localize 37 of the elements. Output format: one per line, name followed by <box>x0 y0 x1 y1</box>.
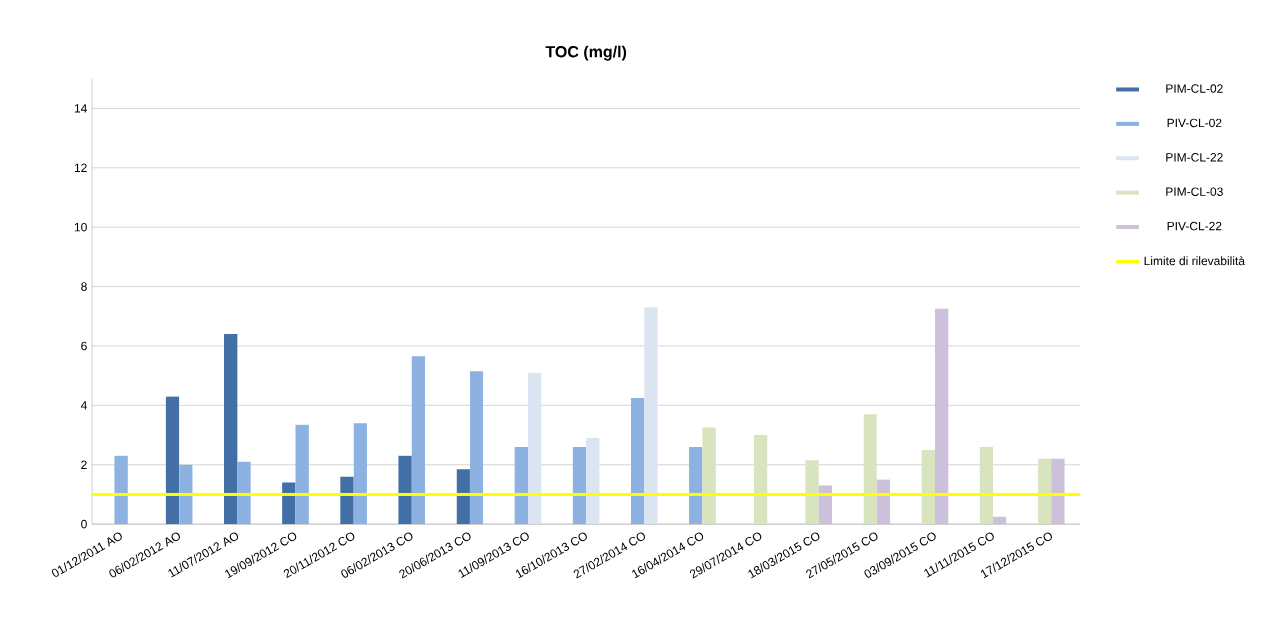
bar <box>340 476 354 524</box>
bar <box>411 356 426 524</box>
bar <box>237 461 251 524</box>
y-tick-label: 6 <box>81 341 87 350</box>
legend-label: Limite di rilevabilità <box>1144 255 1245 265</box>
legend-label: PIV-CL-22 <box>1167 221 1222 231</box>
y-tick-label: 0 <box>81 519 87 529</box>
bar <box>644 307 658 524</box>
y-tick-label: 4 <box>80 400 87 410</box>
legend-label: PIV-CL-02 <box>1167 118 1222 127</box>
bar <box>805 460 819 524</box>
legend-label: PIM-CL-02 <box>1166 84 1223 93</box>
y-tick-label: 14 <box>74 104 87 113</box>
bar <box>398 455 412 524</box>
bar <box>469 370 484 524</box>
bar <box>934 308 949 524</box>
bar <box>528 372 542 524</box>
bar <box>353 422 367 524</box>
y-tick-label: 2 <box>81 460 87 469</box>
bar <box>586 437 600 524</box>
bar <box>1037 458 1052 524</box>
bar <box>993 516 1007 524</box>
bar <box>1051 458 1065 524</box>
bar <box>179 464 193 524</box>
chart-title: TOC (mg/l) <box>545 45 627 61</box>
bar <box>165 396 180 524</box>
legend-label: PIM-CL-03 <box>1166 187 1223 196</box>
bar <box>224 333 238 524</box>
y-tick-label: 8 <box>81 282 87 291</box>
bar <box>876 479 891 524</box>
y-tick-label: 12 <box>74 163 87 172</box>
legend-label: PIM-CL-22 <box>1166 152 1223 162</box>
bar <box>979 446 994 524</box>
bar <box>295 424 309 524</box>
bar <box>456 468 470 524</box>
y-tick-label: 10 <box>74 222 87 232</box>
bar <box>921 449 935 524</box>
